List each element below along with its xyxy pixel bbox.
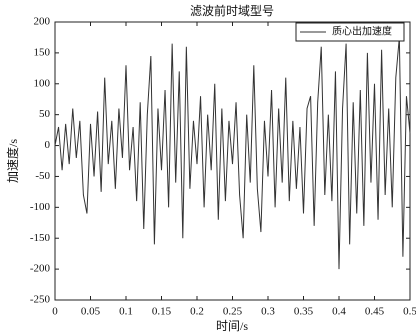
- x-axis-label: 时间/s: [216, 319, 248, 333]
- y-tick-label: 50: [39, 108, 51, 120]
- x-tick-label: 0: [52, 306, 58, 318]
- y-tick-label: 200: [34, 16, 51, 28]
- legend-box: [295, 22, 405, 42]
- x-tick-label: 0.3: [261, 306, 275, 318]
- y-tick-label: -100: [30, 201, 51, 213]
- x-tick-label: 0.4: [332, 306, 346, 318]
- x-tick-label: 0.05: [81, 306, 101, 318]
- x-tick-label: 0.15: [152, 306, 172, 318]
- y-tick-label: -150: [30, 232, 51, 244]
- legend-label: 质心出加速度: [332, 24, 392, 37]
- y-tick-label: 100: [34, 77, 51, 89]
- y-tick-label: -50: [35, 170, 50, 182]
- y-axis-label: 加速度/s: [5, 139, 20, 183]
- x-tick-label: 0.5: [403, 306, 416, 318]
- y-tick-label: 0: [45, 139, 51, 151]
- y-tick-label: -250: [30, 294, 51, 306]
- chart-title: 滤波前时域型号: [190, 3, 274, 18]
- x-tick-label: 0.35: [294, 306, 314, 318]
- y-tick-label: -200: [30, 263, 51, 275]
- data-line: [54, 37, 411, 270]
- x-tick-label: 0.2: [190, 306, 204, 318]
- x-tick-label: 0.1: [119, 306, 133, 318]
- x-tick-label: 0.25: [223, 306, 243, 318]
- y-tick-label: 150: [34, 46, 51, 58]
- x-tick-label: 0.45: [365, 306, 385, 318]
